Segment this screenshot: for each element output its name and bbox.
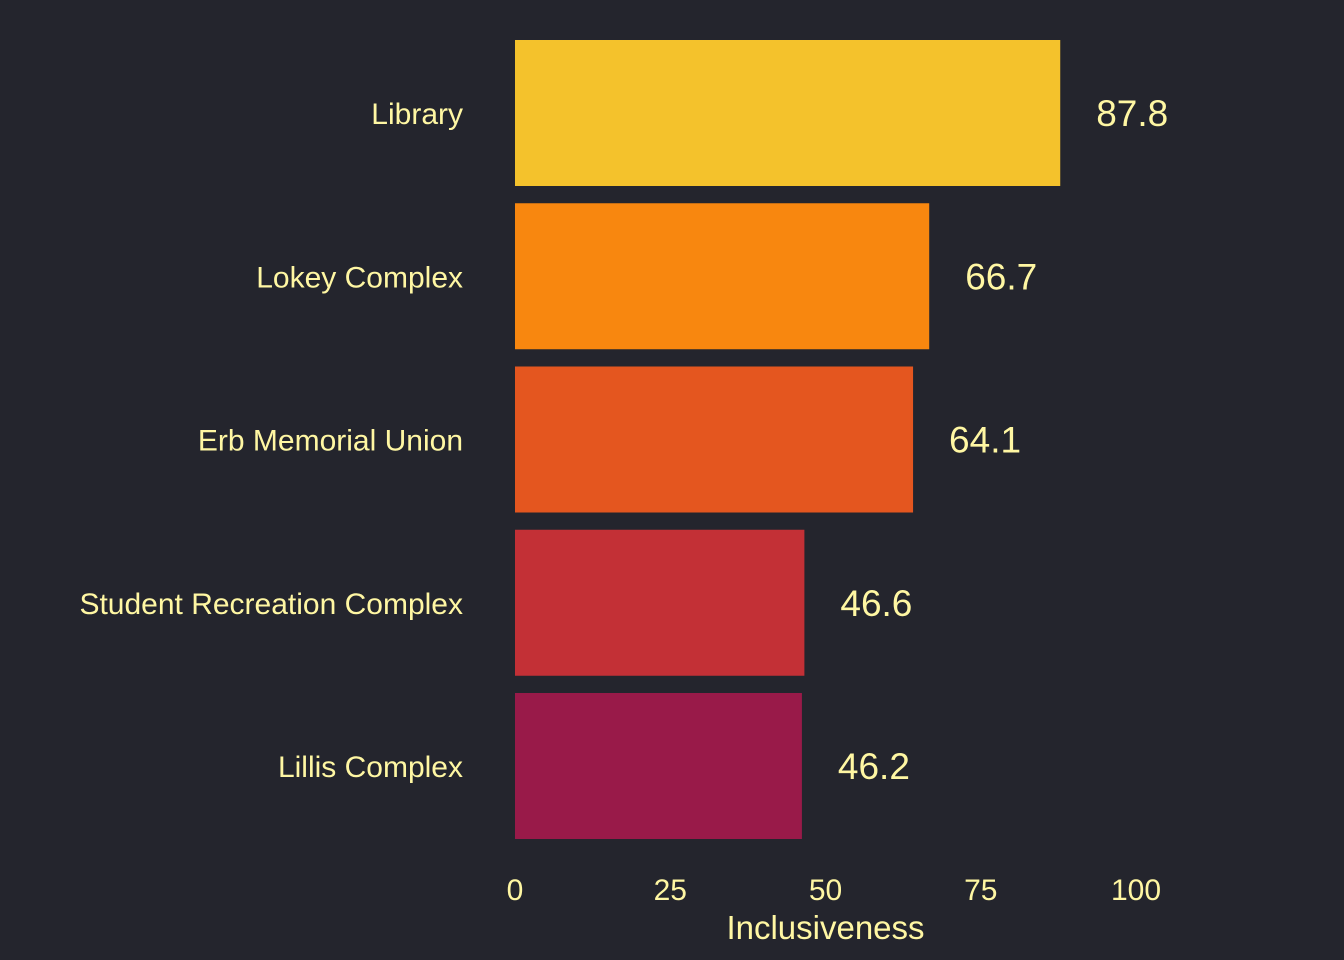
- value-label-erb-memorial-union: 64.1: [949, 420, 1021, 461]
- x-tick-label: 100: [1111, 874, 1161, 907]
- bar-erb-memorial-union: [515, 366, 914, 513]
- category-label-erb-memorial-union: Erb Memorial Union: [198, 425, 463, 458]
- x-axis-title: Inclusiveness: [726, 909, 924, 946]
- category-labels-group: Library Lokey Complex Erb Memorial Union St…: [79, 98, 463, 784]
- bar-library: [515, 40, 1061, 186]
- x-tick-label: 50: [809, 874, 842, 907]
- bar-lillis-complex: [515, 693, 802, 839]
- bar-student-recreation-complex: [515, 529, 805, 676]
- x-tick-label: 75: [964, 874, 997, 907]
- x-tick-label: 25: [654, 874, 687, 907]
- category-label-student-recreation-complex: Student Recreation Complex: [79, 588, 463, 621]
- value-label-lokey-complex: 66.7: [965, 256, 1037, 297]
- value-label-library: 87.8: [1096, 93, 1168, 134]
- x-tick-labels-group: 0 25 50 75 100: [507, 874, 1161, 907]
- bars-group: [515, 40, 1061, 839]
- category-label-lillis-complex: Lillis Complex: [278, 751, 463, 784]
- value-label-lillis-complex: 46.2: [838, 746, 910, 787]
- value-label-student-recreation-complex: 46.6: [840, 583, 912, 624]
- value-labels-group: 87.8 66.7 64.1 46.6 46.2: [838, 93, 1168, 787]
- x-tick-label: 0: [507, 874, 524, 907]
- category-label-library: Library: [371, 98, 463, 131]
- category-label-lokey-complex: Lokey Complex: [256, 261, 463, 294]
- bar-lokey-complex: [515, 203, 930, 350]
